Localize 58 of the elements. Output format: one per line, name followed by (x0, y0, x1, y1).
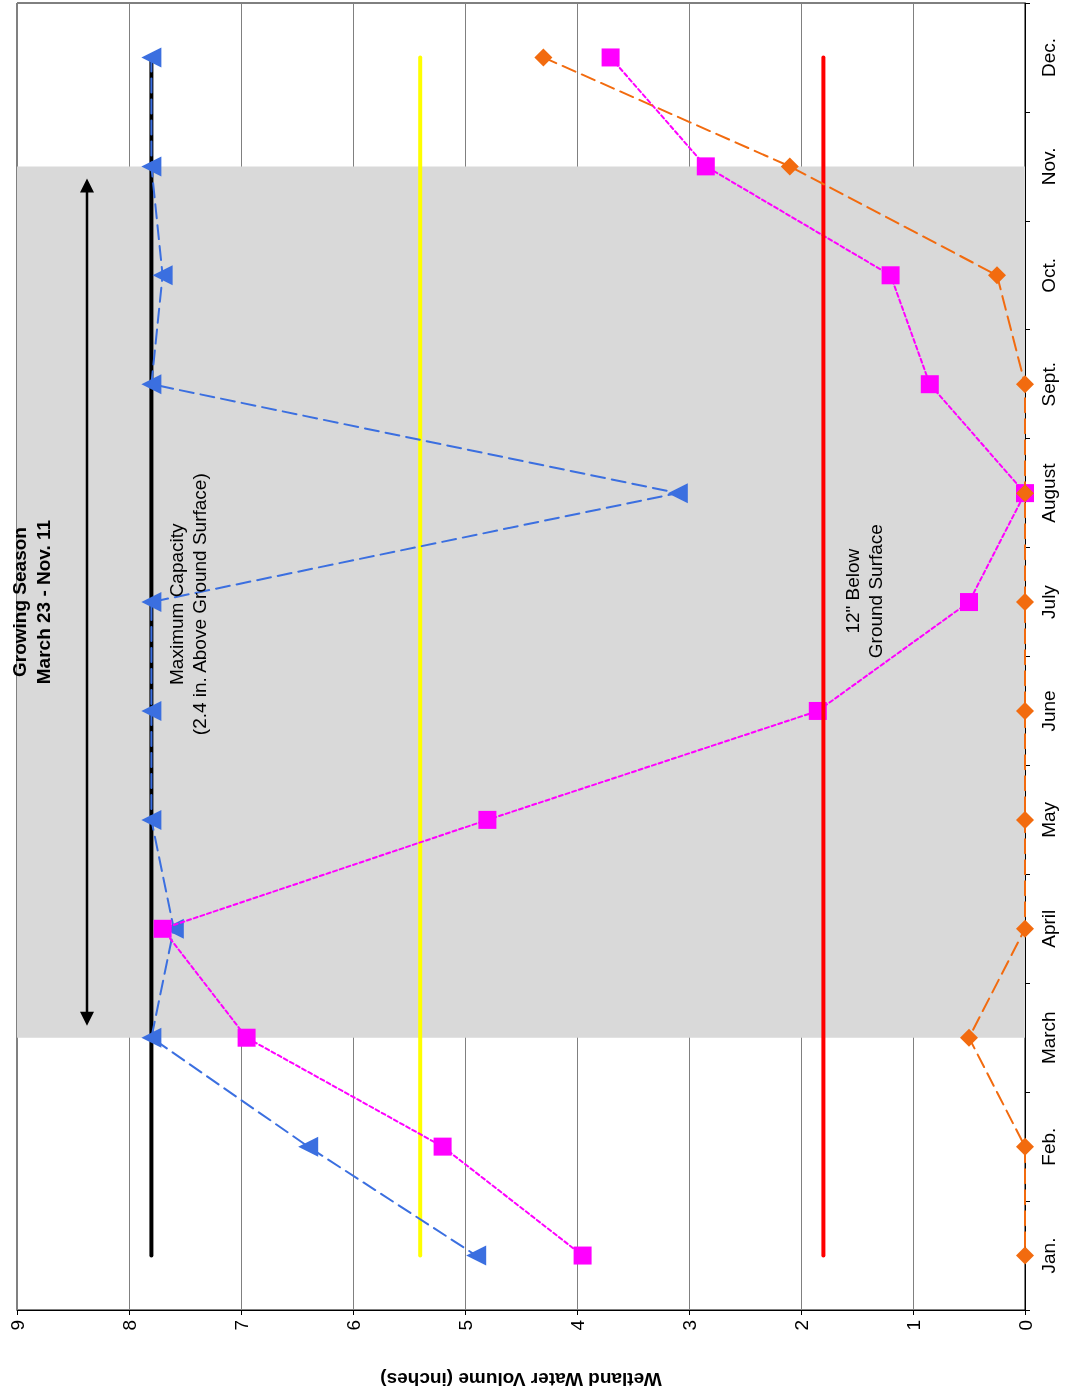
point (152, 265, 173, 286)
point (237, 1028, 256, 1047)
y-tick-label: Nov. (1038, 147, 1059, 186)
point (1016, 593, 1034, 612)
y-tick-label: March (1038, 1011, 1059, 1065)
x-tick-label: 3 (678, 1320, 700, 1331)
y-tick-label: April (1038, 909, 1059, 948)
point (141, 47, 162, 68)
x-tick-label: 2 (790, 1320, 812, 1331)
point (298, 1136, 319, 1157)
x-tick-label: 0 (1014, 1320, 1036, 1331)
x-tick-label: 8 (118, 1320, 140, 1331)
point (141, 1027, 162, 1048)
x-tick-label: 6 (342, 1320, 364, 1331)
point (1016, 701, 1034, 720)
point (667, 483, 688, 504)
point (573, 1246, 592, 1265)
annotation: Maximum Capacity (2.4 in. Above Ground Surface) (166, 473, 211, 736)
point (478, 810, 497, 829)
point (141, 809, 162, 830)
y-tick-label: August (1038, 462, 1059, 523)
point (696, 157, 715, 176)
x-tick-label: 4 (566, 1319, 588, 1331)
y-tick-label: Oct. (1038, 257, 1059, 293)
x-tick-label: 9 (6, 1320, 28, 1331)
point (601, 48, 620, 67)
point (466, 1245, 487, 1266)
point (1016, 1246, 1034, 1265)
point (920, 375, 939, 394)
point (1016, 810, 1034, 829)
point (141, 700, 162, 721)
point (1016, 375, 1034, 394)
x-tick-label: 5 (454, 1320, 476, 1331)
point (960, 1028, 978, 1047)
x-axis-title: Wetland Water Volume (inches) (380, 1369, 662, 1390)
point (141, 374, 162, 395)
point (153, 919, 172, 938)
y-tick-label: Sept. (1038, 362, 1059, 407)
point (960, 593, 978, 612)
point (433, 1137, 452, 1156)
y-tick-label: July (1038, 584, 1059, 619)
point (141, 156, 162, 177)
point (988, 266, 1006, 285)
x-tick-label: 7 (230, 1320, 252, 1331)
point (141, 592, 162, 613)
y-tick-label: June (1038, 690, 1059, 732)
point (534, 48, 553, 67)
point (1016, 1137, 1034, 1156)
y-tick-label: Jan. (1038, 1237, 1059, 1274)
point (780, 157, 799, 176)
x-tick-label: 1 (902, 1320, 924, 1331)
band-label: Growing Season March 23 - Nov. 11 (8, 519, 54, 685)
y-tick-label: Dec. (1038, 37, 1059, 77)
y-tick-label: May (1038, 801, 1059, 838)
point (881, 266, 900, 285)
annotation: 12" Below Ground Surface (841, 524, 886, 659)
point (1016, 919, 1034, 938)
y-tick-label: Feb. (1038, 1127, 1059, 1166)
